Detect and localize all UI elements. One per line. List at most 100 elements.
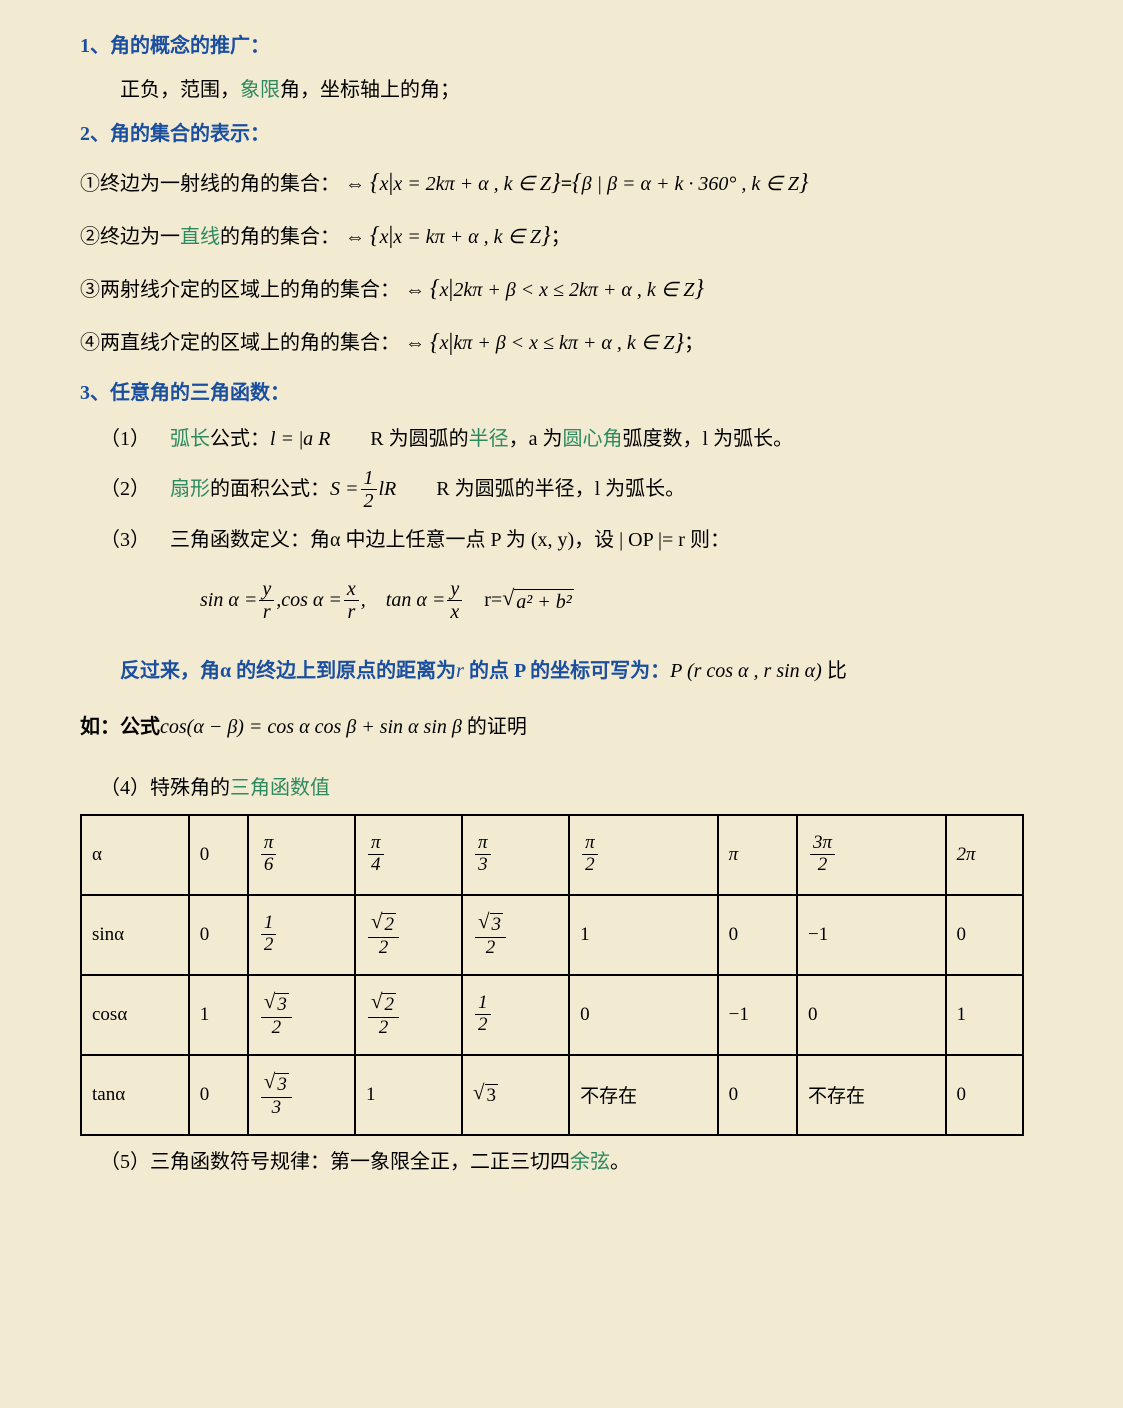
- brace-open: {: [430, 322, 440, 365]
- p1-desc-g1: 半径: [469, 421, 509, 457]
- p2-num: （2）: [100, 471, 150, 507]
- frac-half: 12: [361, 467, 377, 512]
- sec1-body: 正负，范围，象限角，坐标轴上的角；: [80, 72, 1063, 108]
- cell: √3: [462, 1055, 569, 1135]
- p3c-formula: cos(α − β) = cos α cos β + sin α sin β: [160, 716, 462, 738]
- sec2-item3: ③两射线介定的区域上的角的集合： ⇔ { x | 2kπ + β < x ≤ 2…: [80, 268, 1063, 311]
- p2-a: 的面积公式：: [210, 471, 330, 507]
- p5-b: 。: [610, 1151, 630, 1173]
- p3c-b: 的证明: [462, 716, 527, 738]
- p5-g: 余弦: [570, 1151, 610, 1173]
- cell: 1: [569, 895, 718, 975]
- p3b-tail: 比: [822, 660, 847, 682]
- frac-xr: xr: [344, 578, 359, 623]
- p3b-c: 的坐标可写为：: [525, 660, 670, 682]
- brace-open-2: {: [572, 162, 582, 205]
- cell: 0: [718, 1055, 797, 1135]
- sec2-item2: ②终边为一直线的角的集合： ⇔ { x | x = kπ + α , k ∈ Z…: [80, 215, 1063, 258]
- table-row-header: α 0 π6 π4 π3 π2 π 3π2 2π: [81, 815, 1023, 895]
- sec1-title: 角的概念的推广：: [110, 35, 270, 57]
- cell: 12: [248, 895, 355, 975]
- cell: √33: [248, 1055, 355, 1135]
- brace-close-2: }: [799, 162, 809, 205]
- th-pi6: π6: [248, 815, 355, 895]
- set-cond: kπ + β < x ≤ kπ + α , k ∈ Z: [453, 325, 674, 361]
- set-var: x: [380, 166, 389, 202]
- cell: √32: [462, 895, 569, 975]
- sec2-item1: ①终边为一射线的角的集合： ⇔ { x | x = 2kπ + α , k ∈ …: [80, 162, 1063, 205]
- p5-a: 三角函数符号规律：第一象限全正，二正三切四: [150, 1151, 570, 1173]
- iff-icon: ⇔: [400, 325, 430, 361]
- p4-num: （4）: [100, 777, 150, 799]
- cell: 0: [569, 975, 718, 1055]
- sec2-item2-label-b: 的角的集合：: [220, 219, 340, 255]
- p1-formula-l: l =: [270, 421, 294, 457]
- sec3-p1: （1） 弧长公式： l = | a R R 为圆弧的半径，a 为圆心角弧度数，l…: [80, 421, 1063, 457]
- p1-desc-c: 弧度数，l 为弧长。: [623, 421, 794, 457]
- sec3-p3c: 如：公式cos(α − β) = cos α cos β + sin α sin…: [80, 709, 1063, 745]
- cell: 12: [462, 975, 569, 1055]
- sqrt-ab: √a² + b²: [502, 587, 574, 614]
- cos-l: cos α =: [281, 582, 342, 618]
- tan-l: tan α =: [386, 582, 446, 618]
- p1-a: 公式：: [210, 421, 270, 457]
- sec3-p3: （3） 三角函数定义：角α 中边上任意一点 P 为 (x, y)，设 | OP …: [80, 522, 1063, 558]
- sec2-item4: ④两直线介定的区域上的角的集合： ⇔ { x | kπ + β < x ≤ kπ…: [80, 322, 1063, 365]
- sec1-num: 1、: [80, 35, 110, 57]
- set-cond: x = kπ + α , k ∈ Z: [393, 219, 541, 255]
- cell: −1: [797, 895, 946, 975]
- p4-a: 特殊角的: [150, 777, 230, 799]
- row-label: cosα: [81, 975, 189, 1055]
- th-0: 0: [189, 815, 248, 895]
- iff-icon: ⇔: [340, 219, 370, 255]
- table-row-sin: sinα 0 12 √22 √32 1 0 −1 0: [81, 895, 1023, 975]
- sec2-item4-label: ④两直线介定的区域上的角的集合：: [80, 325, 400, 361]
- p1-desc-a: R 为圆弧的: [370, 421, 468, 457]
- cell: 1: [189, 975, 248, 1055]
- trig-table: α 0 π6 π4 π3 π2 π 3π2 2π sinα 0 12 √22 √…: [80, 814, 1024, 1136]
- sec3-p3b: 反过来，角α 的终边上到原点的距离为r 的点 P 的坐标可写为：P (r cos…: [80, 653, 1063, 689]
- sec3-title: 任意角的三角函数：: [110, 382, 290, 404]
- cell: 0: [189, 895, 248, 975]
- sec3-p4: （4）特殊角的三角函数值: [80, 770, 1063, 806]
- th-pi: π: [718, 815, 797, 895]
- p1-desc-b: ，a 为: [509, 421, 563, 457]
- p3b-formula: P (r cos α , r sin α): [670, 660, 822, 682]
- r-eq: r=: [484, 582, 502, 618]
- set-var: x: [440, 272, 449, 308]
- p3b-a: 反过来，角α 的终边上到原点的距离为: [120, 660, 456, 682]
- sec3-p3-formulas: sin α = yr , cos α = xr , tan α = yx r= …: [80, 578, 1063, 623]
- cell: 0: [718, 895, 797, 975]
- tail: ；: [551, 219, 571, 255]
- p2-g: 扇形: [170, 471, 210, 507]
- iff-icon: ⇔: [340, 166, 370, 202]
- cell: 0: [797, 975, 946, 1055]
- th-pi2: π2: [569, 815, 718, 895]
- table-row-cos: cosα 1 √32 √22 12 0 −1 0 1: [81, 975, 1023, 1055]
- cell: 1: [355, 1055, 462, 1135]
- p1-desc-g2: 圆心角: [563, 421, 623, 457]
- frac-yx: yx: [447, 578, 462, 623]
- sec3-heading: 3、任意角的三角函数：: [80, 375, 1063, 411]
- set-var: x: [380, 219, 389, 255]
- brace-close: }: [551, 162, 561, 205]
- p2-desc: R 为圆弧的半径，l 为弧长。: [436, 471, 685, 507]
- th-2pi: 2π: [946, 815, 1023, 895]
- row-label: sinα: [81, 895, 189, 975]
- p3-num: （3）: [100, 522, 150, 558]
- sec2-title: 角的集合的表示：: [110, 123, 270, 145]
- cell: 0: [946, 895, 1023, 975]
- sec1-body-post: 角，坐标轴上的角；: [280, 79, 460, 101]
- sec2-item1-label: ①终边为一射线的角的集合：: [80, 166, 340, 202]
- brace-open: {: [430, 268, 440, 311]
- p3b-P: P: [514, 660, 525, 682]
- p5-num: （5）: [100, 1151, 150, 1173]
- cell: 不存在: [797, 1055, 946, 1135]
- p1-g: 弧长: [170, 421, 210, 457]
- set-b: β | β = α + k · 360° , k ∈ Z: [582, 166, 799, 202]
- p1-num: （1）: [100, 421, 150, 457]
- brace-close: }: [694, 268, 704, 311]
- abs-bar-icon: |: [294, 421, 303, 457]
- iff-icon: ⇔: [400, 272, 430, 308]
- set-var: x: [440, 325, 449, 361]
